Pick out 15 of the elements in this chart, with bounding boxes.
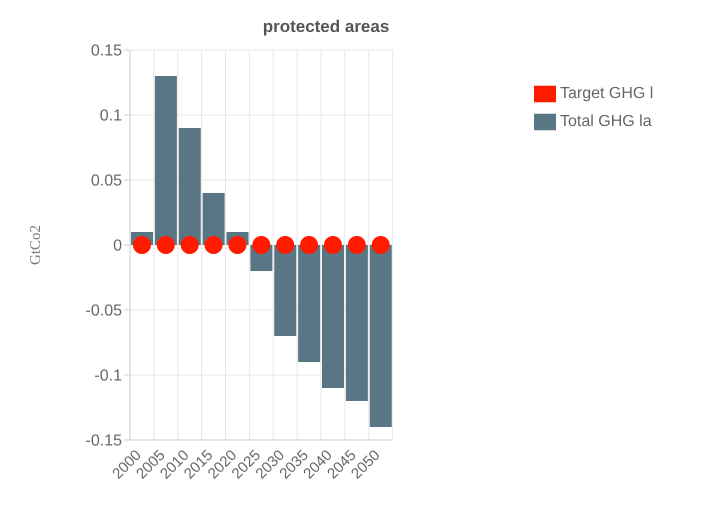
y-tick-label: -0.15 xyxy=(86,432,122,450)
y-tick-label: 0.05 xyxy=(90,172,122,190)
legend-label: Target GHG l xyxy=(560,85,654,102)
chart-title: protected areas xyxy=(262,17,390,36)
bar xyxy=(370,245,392,427)
bar xyxy=(154,76,177,245)
legend-label: Total GHG la xyxy=(560,113,652,130)
bar xyxy=(322,245,344,388)
bar xyxy=(346,245,368,401)
y-tick-label: 0.1 xyxy=(100,108,122,125)
y-tick-label: -0.1 xyxy=(94,368,122,385)
y-axis-title: GtCo2 xyxy=(28,224,44,266)
y-tick-label: 0.15 xyxy=(90,42,122,60)
y-tick-label: 0 xyxy=(113,238,122,255)
y-tick-label: -0.05 xyxy=(86,302,122,320)
